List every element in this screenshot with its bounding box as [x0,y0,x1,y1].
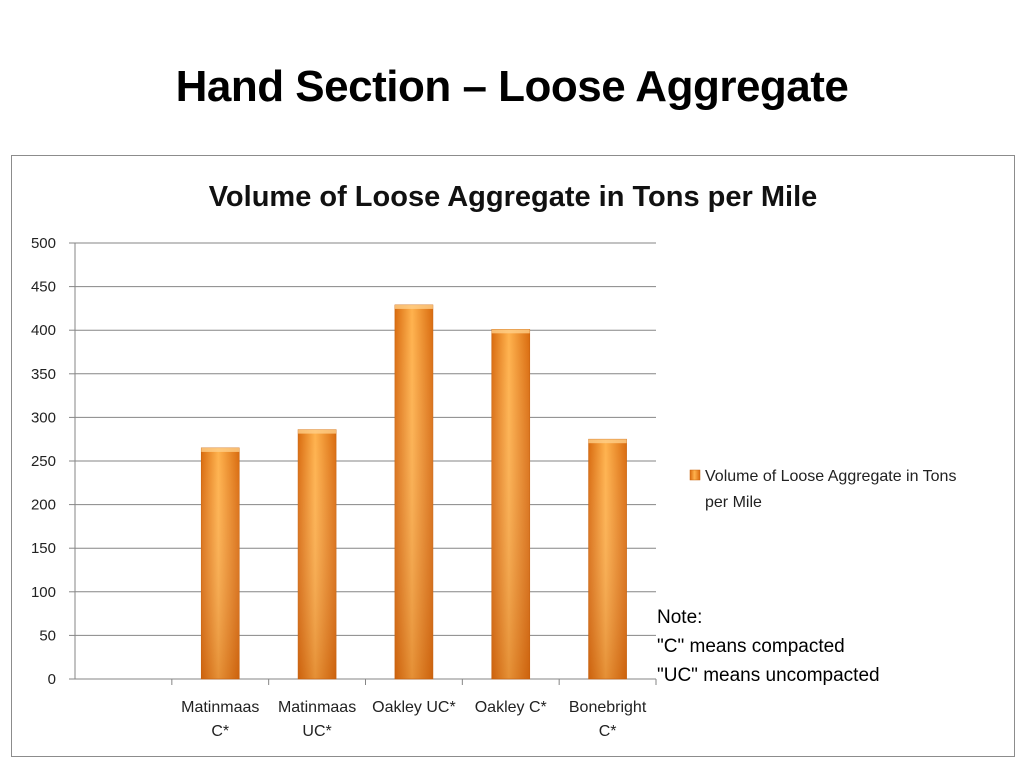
x-axis-labels: Matinmaas C* Matinmaas UC* Oakley UC* Oakley … [181,699,647,740]
note-compacted: "C" means compacted [657,636,845,657]
chart-title: Volume of Loose Aggregate in Tons per Mi… [209,181,818,213]
bar-shading [588,439,627,679]
bar-cap [394,304,433,309]
y-tick-label: 400 [31,322,56,339]
y-tick-label: 350 [31,366,56,383]
x-category-label: Matinmaas [181,699,259,716]
bar-shading [394,304,433,679]
bar-shading [298,429,337,679]
bars [200,304,627,680]
note-annotation: Note: "C" means compacted "UC" means unc… [657,607,880,686]
y-tick-label: 450 [31,279,56,296]
y-tick-label: 300 [31,409,56,426]
x-category-label: C* [599,723,617,740]
bar-cap [588,439,627,444]
y-axis-ticks: 0 50 100 150 200 250 300 350 400 450 500 [31,235,56,688]
legend-swatch [689,469,701,481]
bar-shading [491,329,530,679]
bar-chart: Volume of Loose Aggregate in Tons per Mi… [31,181,956,740]
legend-label-line1: Volume of Loose Aggregate in Tons [705,468,956,485]
note-heading: Note: [657,607,702,628]
x-category-label: C* [211,723,229,740]
bar-shading [201,447,240,679]
chart-frame: Volume of Loose Aggregate in Tons per Mi… [11,155,1015,757]
x-category-label: Oakley C* [475,699,547,716]
y-tick-label: 50 [39,627,56,644]
y-tick-label: 150 [31,540,56,557]
bar-cap [298,429,337,434]
y-tick-label: 500 [31,235,56,252]
legend: Volume of Loose Aggregate in Tons per Mi… [689,468,956,511]
note-uncompacted: "UC" means uncompacted [657,665,880,686]
legend-label-line2: per Mile [705,494,762,511]
x-category-label: UC* [302,723,331,740]
y-tick-label: 0 [48,671,56,688]
x-category-label: Bonebright [569,699,647,716]
gridlines [69,242,657,685]
y-tick-label: 100 [31,584,56,601]
y-tick-label: 200 [31,497,56,514]
slide-title: Hand Section – Loose Aggregate [175,62,849,111]
x-category-label: Matinmaas [278,699,356,716]
bar-cap [201,447,240,452]
bar-cap [491,329,530,334]
y-tick-label: 250 [31,453,56,470]
x-category-label: Oakley UC* [372,699,456,716]
